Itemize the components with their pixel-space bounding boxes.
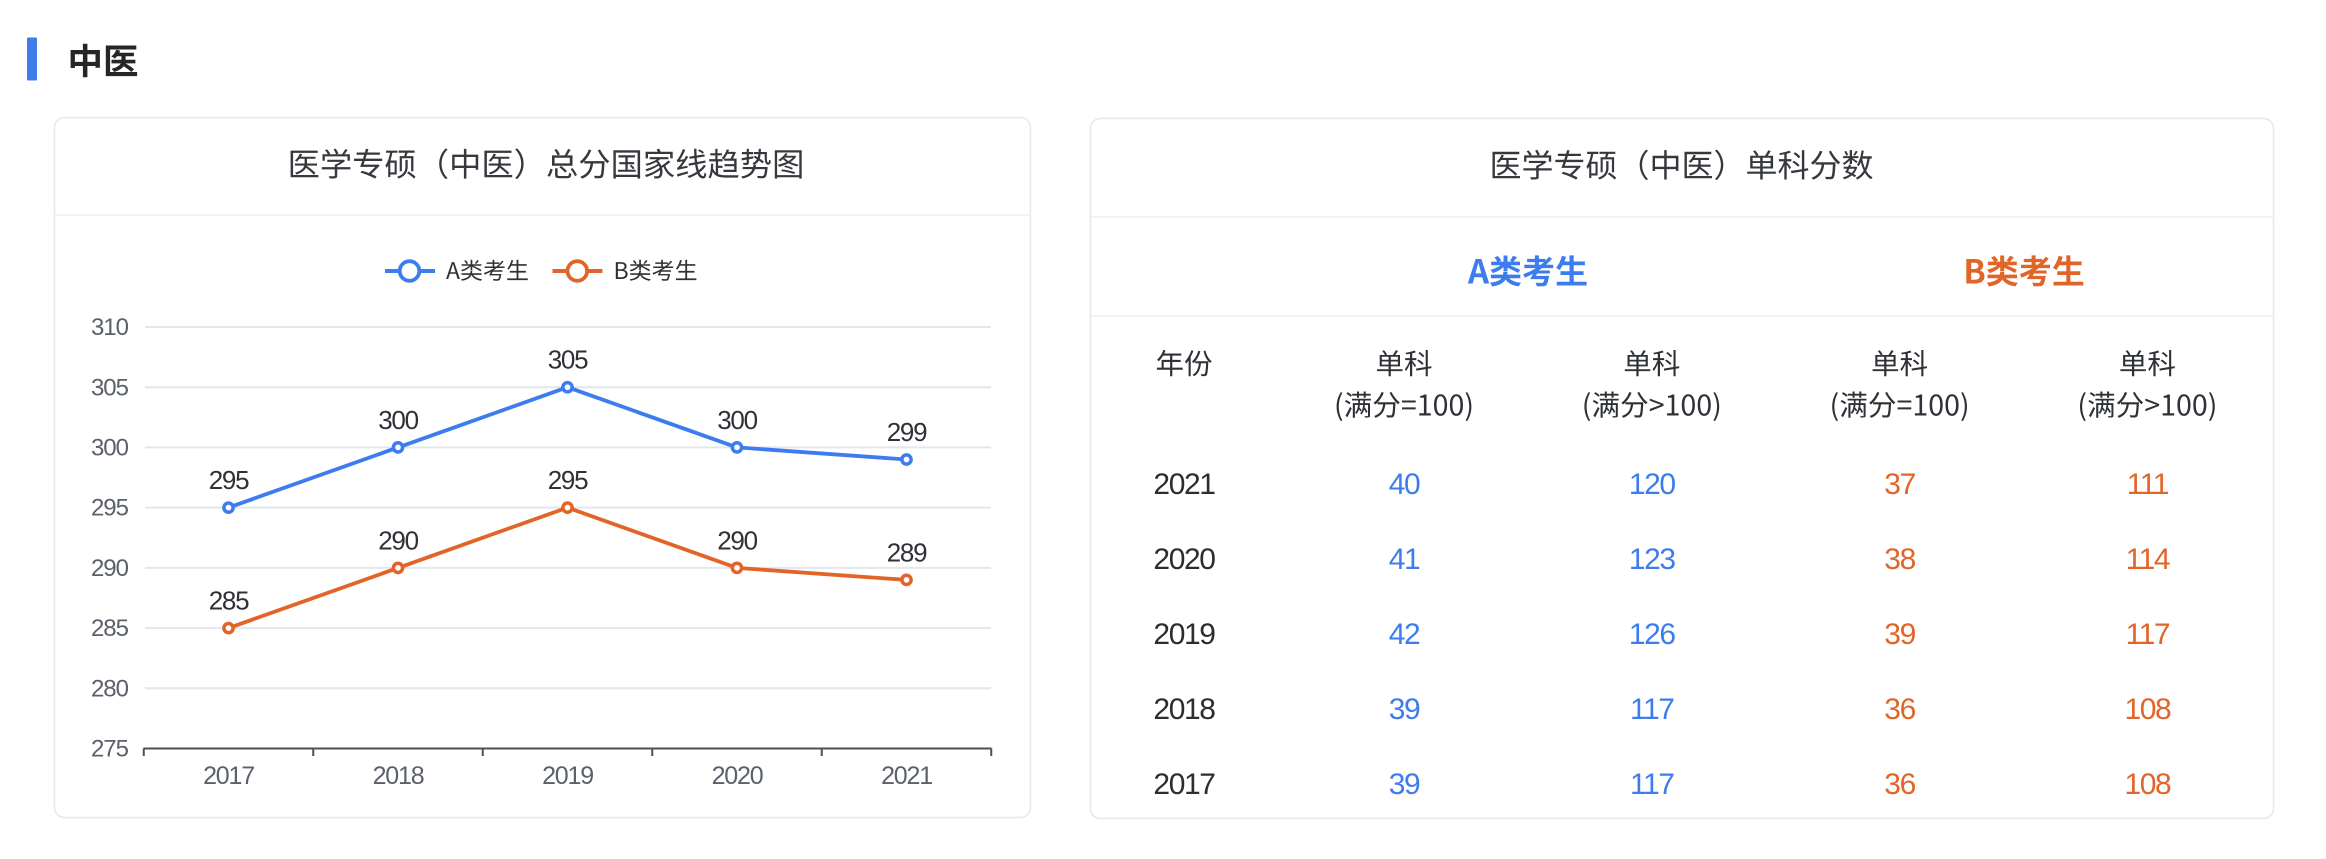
svg-text:290: 290	[378, 525, 418, 555]
svg-text:123: 123	[1629, 543, 1676, 576]
svg-text:290: 290	[717, 525, 757, 555]
svg-text:2020: 2020	[1153, 543, 1215, 576]
svg-text:39: 39	[1389, 768, 1420, 801]
svg-text:41: 41	[1389, 543, 1420, 576]
svg-text:2021: 2021	[881, 762, 932, 790]
svg-text:305: 305	[91, 374, 129, 401]
svg-text:2019: 2019	[542, 762, 593, 790]
svg-text:36: 36	[1884, 693, 1915, 726]
svg-text:108: 108	[2124, 768, 2171, 801]
svg-text:295: 295	[548, 465, 588, 495]
svg-text:39: 39	[1884, 618, 1915, 651]
svg-text:2021: 2021	[1153, 468, 1215, 501]
svg-text:310: 310	[91, 314, 129, 341]
svg-text:36: 36	[1884, 768, 1915, 801]
svg-text:2019: 2019	[1153, 618, 1215, 651]
svg-text:300: 300	[378, 405, 418, 435]
svg-text:280: 280	[91, 675, 129, 702]
svg-text:114: 114	[2126, 543, 2170, 576]
svg-text:126: 126	[1629, 618, 1676, 651]
svg-text:2020: 2020	[712, 762, 763, 790]
svg-text:2017: 2017	[203, 762, 254, 790]
svg-text:275: 275	[91, 736, 129, 763]
svg-text:120: 120	[1629, 468, 1676, 501]
svg-text:40: 40	[1389, 468, 1420, 501]
svg-text:285: 285	[209, 586, 249, 616]
svg-text:2018: 2018	[373, 762, 424, 790]
svg-text:38: 38	[1884, 543, 1915, 576]
svg-text:289: 289	[887, 537, 927, 567]
svg-text:117: 117	[1630, 693, 1674, 726]
svg-text:300: 300	[717, 405, 757, 435]
svg-text:37: 37	[1884, 468, 1915, 501]
svg-text:117: 117	[2126, 618, 2170, 651]
svg-text:295: 295	[209, 465, 249, 495]
svg-text:305: 305	[548, 345, 588, 375]
svg-text:108: 108	[2124, 693, 2171, 726]
svg-text:111: 111	[2127, 468, 2169, 501]
svg-text:42: 42	[1389, 618, 1420, 651]
svg-text:2018: 2018	[1153, 693, 1215, 726]
svg-text:2017: 2017	[1153, 768, 1215, 801]
svg-text:117: 117	[1630, 768, 1674, 801]
svg-text:290: 290	[91, 555, 129, 582]
svg-text:285: 285	[91, 615, 129, 642]
svg-text:39: 39	[1389, 693, 1420, 726]
svg-text:299: 299	[887, 417, 927, 447]
svg-text:295: 295	[91, 495, 129, 522]
svg-text:300: 300	[91, 435, 129, 462]
